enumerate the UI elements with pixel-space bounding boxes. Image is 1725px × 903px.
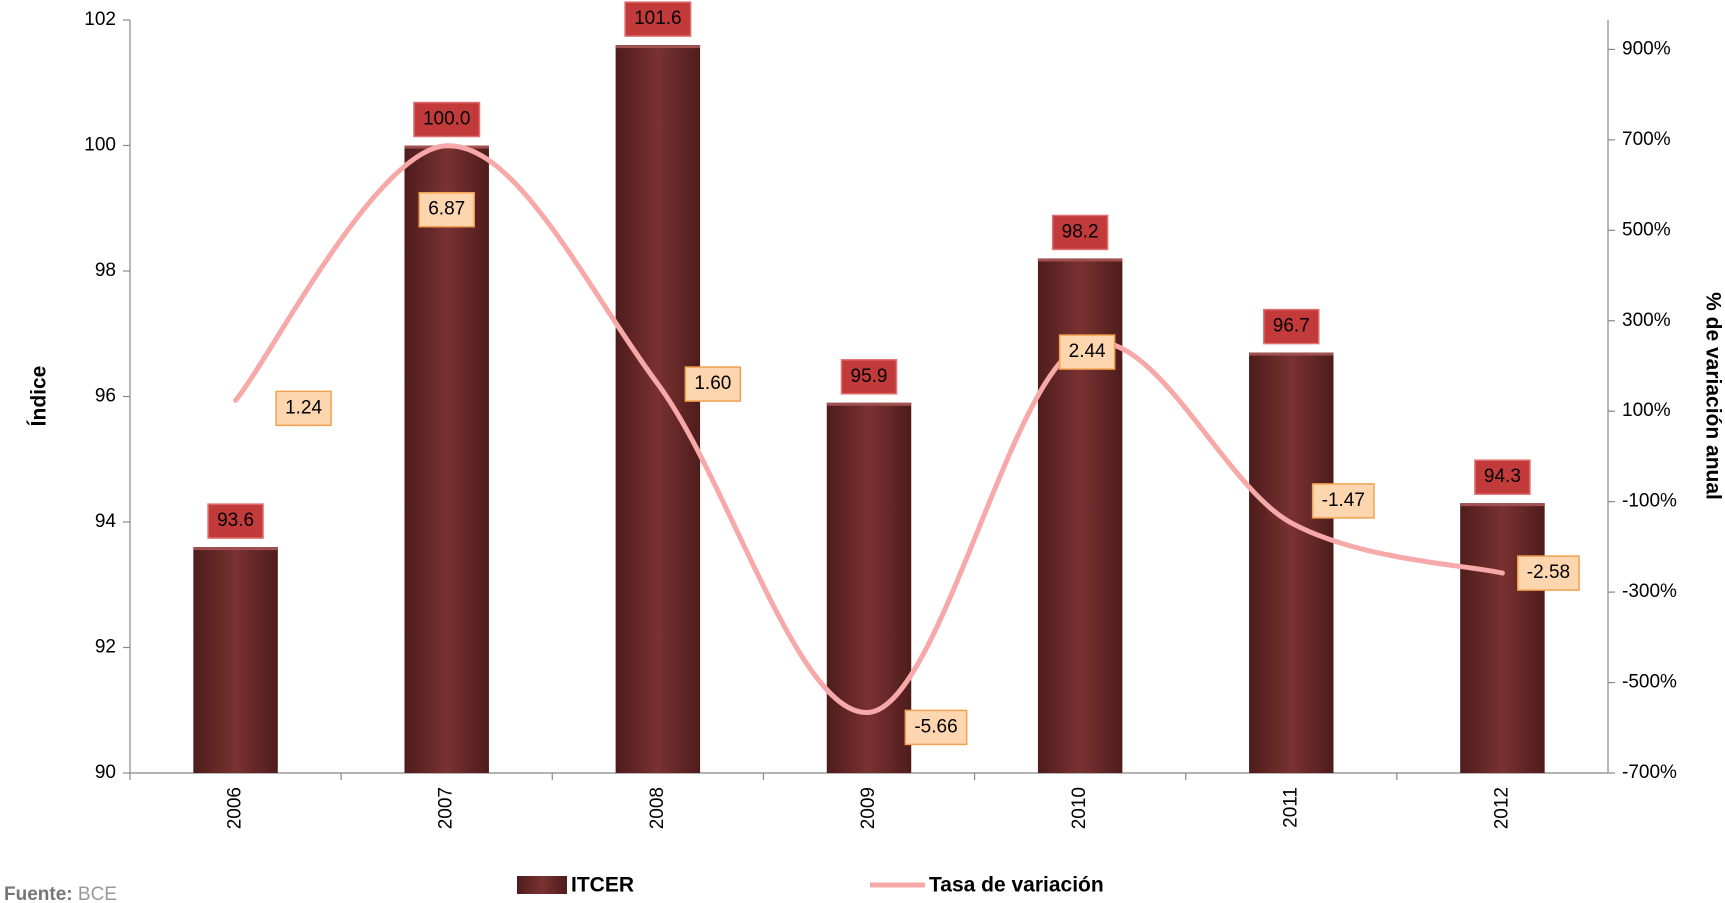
line-label-box (684, 366, 742, 402)
bar-top (615, 45, 701, 49)
bar-top (826, 402, 912, 406)
line-label-box (1517, 555, 1580, 591)
y2-tick-label: 900% (1622, 38, 1671, 59)
line-label: 2.44 (1058, 334, 1116, 370)
bar-label-text: 100.0 (423, 109, 471, 130)
line-label-box (904, 709, 968, 746)
line-label-text: -2.58 (1527, 562, 1570, 583)
line-label-text: -5.66 (914, 716, 957, 737)
x-tick-label: 2012 (1491, 787, 1512, 829)
bar-label: 101.6 (624, 1, 692, 37)
bar-top (1249, 352, 1334, 356)
line-label-box (275, 390, 332, 427)
x-tick-label: 2010 (1069, 787, 1090, 829)
bar-label: 96.7 (1263, 308, 1320, 345)
legend-label: ITCER (571, 874, 634, 897)
bar-top (1037, 258, 1123, 262)
x-tick-label: 2007 (436, 787, 457, 829)
y2-tick-label: 300% (1622, 310, 1671, 331)
bar-label: 93.6 (207, 503, 264, 539)
line-label-text: 2.44 (1069, 341, 1106, 362)
y2-tick-label: -500% (1622, 672, 1677, 693)
y2-axis-title: % de variación anual (1701, 292, 1724, 500)
y-tick-label: 96 (95, 386, 116, 407)
y-axis-title: Índice (28, 366, 51, 427)
y-tick-label: 94 (95, 511, 117, 532)
line-label: 6.87 (418, 191, 475, 228)
bar-top (193, 547, 278, 551)
bar-label-box (624, 1, 692, 37)
line-label-box (1311, 483, 1375, 519)
bar-label-text: 96.7 (1273, 316, 1310, 337)
source: Fuente: BCE (4, 884, 117, 903)
legend-label: Tasa de variación (929, 874, 1104, 897)
source-label: Fuente: (4, 884, 73, 903)
x-tick-label: 2009 (858, 787, 879, 829)
x-tick-label: 2011 (1280, 787, 1301, 828)
bar (404, 145, 489, 773)
line-label: -1.47 (1311, 483, 1375, 519)
line-label-text: 1.24 (285, 397, 322, 418)
bar-label-text: 101.6 (634, 8, 682, 29)
bar-label-box (207, 503, 264, 539)
bar-label-box (413, 101, 481, 138)
bar-label: 95.9 (840, 359, 898, 395)
bar-label: 98.2 (1051, 214, 1109, 251)
y-tick-label: 98 (95, 260, 116, 281)
line-label-box (1058, 334, 1116, 370)
bar-label-box (1051, 214, 1109, 251)
bar-label: 94.3 (1474, 459, 1531, 495)
bar-top (1460, 503, 1545, 507)
line-label: -2.58 (1517, 555, 1580, 591)
bar (615, 45, 701, 774)
bar-label-text: 95.9 (851, 366, 888, 387)
y2-tick-label: 700% (1622, 129, 1671, 150)
y2-tick-label: -700% (1622, 762, 1677, 783)
y-tick-label: 100 (84, 135, 116, 156)
source-text: BCE (78, 884, 117, 903)
bar (193, 547, 278, 773)
bar-label-text: 93.6 (217, 510, 254, 531)
y-tick-label: 92 (95, 637, 116, 658)
y2-tick-label: -300% (1622, 581, 1677, 602)
line-label: 1.60 (684, 366, 742, 402)
line-label-box (418, 191, 475, 228)
y-tick-label: 102 (84, 9, 116, 30)
x-tick-label: 2008 (647, 787, 668, 829)
y2-tick-label: -100% (1622, 491, 1677, 512)
bar-label-text: 94.3 (1484, 466, 1521, 487)
line-label: 1.24 (275, 390, 332, 427)
bar-label-box (840, 359, 898, 395)
y2-tick-label: 500% (1622, 219, 1671, 240)
line (233, 143, 1505, 715)
line-label: -5.66 (904, 709, 968, 746)
y2-tick-label: 100% (1622, 400, 1671, 421)
bar (1249, 352, 1334, 773)
line-label-text: 6.87 (428, 199, 465, 220)
legend-swatch (517, 876, 567, 894)
y-tick-label: 90 (95, 762, 116, 783)
line-label-text: -1.47 (1322, 490, 1365, 511)
bar-label-text: 98.2 (1062, 221, 1099, 242)
bar (826, 402, 912, 773)
bar-label-box (1263, 308, 1320, 345)
bar-label: 100.0 (413, 101, 481, 138)
line-label-text: 1.60 (694, 373, 731, 394)
bar (1460, 503, 1545, 773)
bar-label-box (1474, 459, 1531, 495)
x-tick-label: 2006 (225, 787, 246, 829)
